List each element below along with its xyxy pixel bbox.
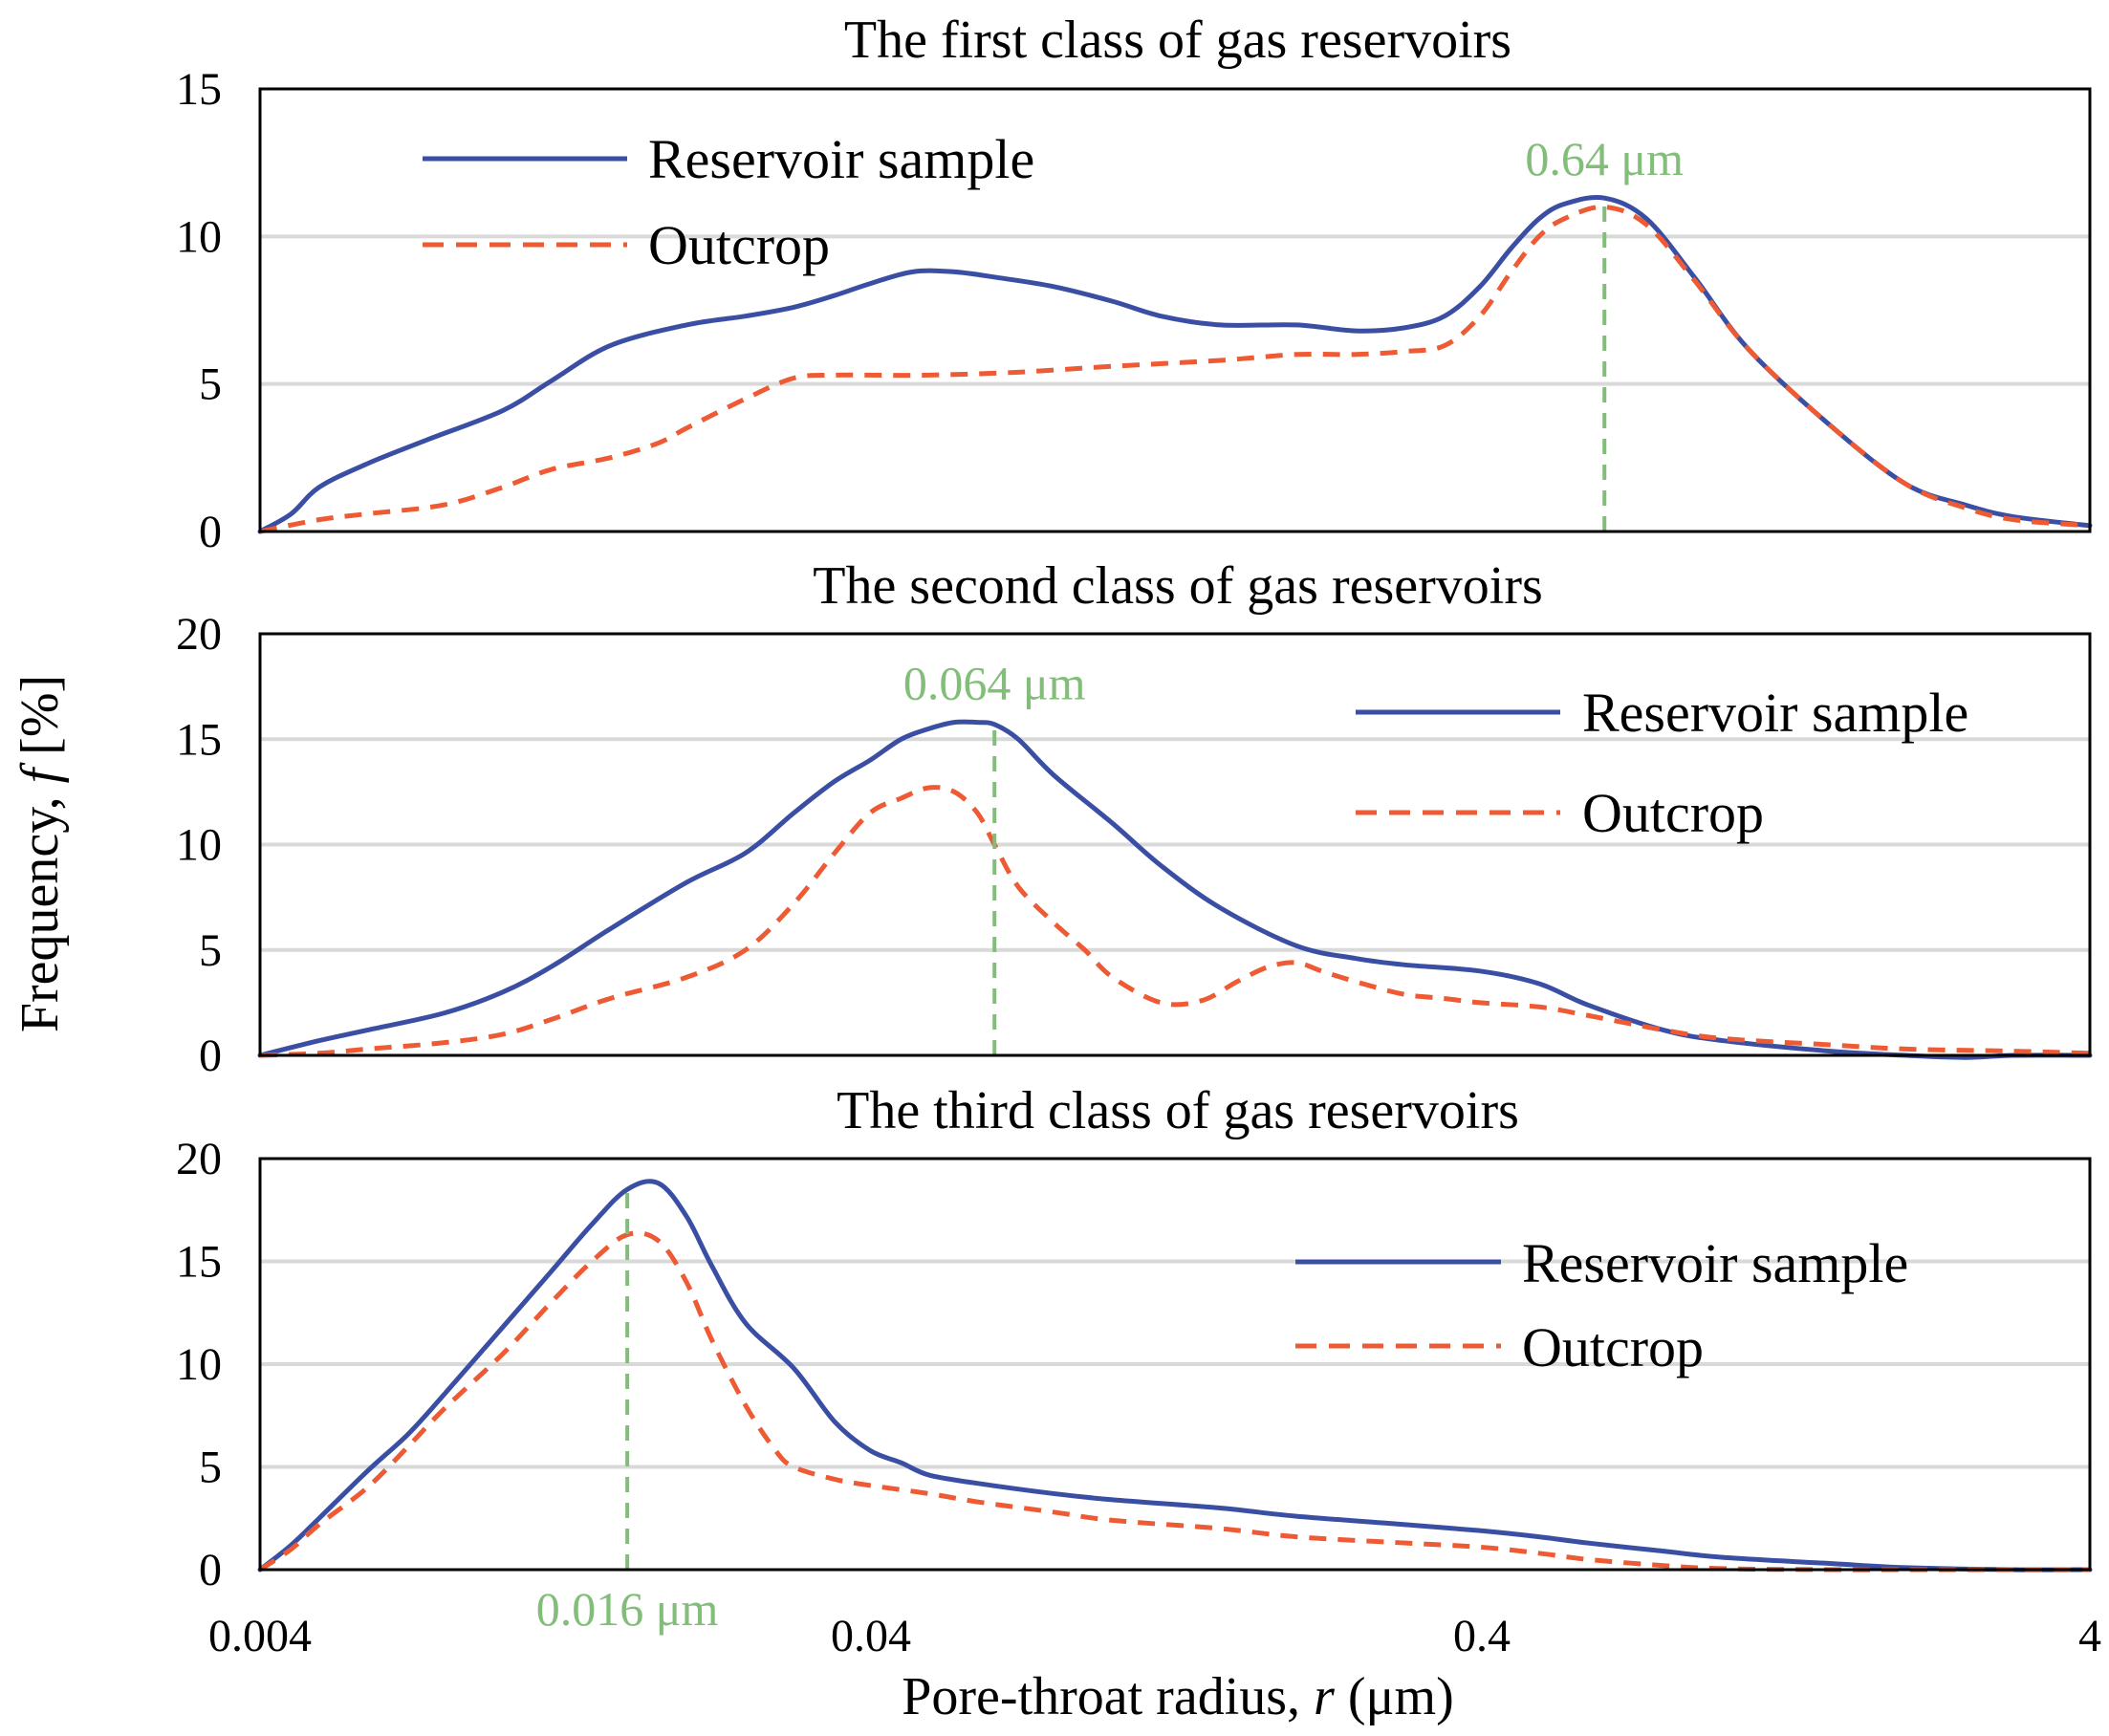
panel-2-plot-frame	[258, 632, 2092, 1057]
y-axis-label-prefix: Frequency,	[11, 783, 70, 1032]
panel-3-legend-reservoir-label: Reservoir sample	[1522, 1232, 1908, 1294]
y-tick-label: 20	[176, 609, 222, 660]
y-tick-label: 15	[176, 64, 222, 115]
outcrop-line	[259, 204, 2091, 534]
panel-2-gridlines	[260, 737, 2090, 952]
panel-3-gridlines	[260, 1259, 2090, 1469]
reservoir-sample-line	[257, 719, 2093, 1060]
reservoir-sample-line	[257, 195, 2093, 534]
panel-2-series	[257, 719, 2093, 1060]
panel-2-legend-outcrop-label: Outcrop	[1582, 782, 1764, 844]
panel-3-legend: Reservoir sample Outcrop	[1295, 1232, 1908, 1378]
panel-2-peak-label: 0.064 μm	[903, 657, 1086, 710]
panel-1-title: The first class of gas reservoirs	[844, 11, 1511, 70]
x-tick-label: 0.004	[208, 1611, 312, 1661]
y-tick-label: 10	[176, 1339, 222, 1390]
x-tick-label: 4	[2078, 1611, 2101, 1661]
panel-1-legend-reservoir-label: Reservoir sample	[648, 128, 1034, 190]
y-tick-label: 0	[199, 1031, 222, 1081]
panel-3-title: The third class of gas reservoirs	[837, 1081, 1519, 1140]
y-tick-label: 15	[176, 714, 222, 765]
panel-3-plot-frame	[258, 1157, 2092, 1572]
y-tick-label: 0	[199, 1545, 222, 1595]
outcrop-line	[258, 1230, 2090, 1573]
panel-3-legend-outcrop-label: Outcrop	[1522, 1316, 1704, 1378]
y-tick-label: 5	[199, 359, 222, 410]
x-axis-label-variable: r	[1314, 1667, 1335, 1726]
y-tick-label: 10	[176, 211, 222, 262]
panel-3-y-ticks: 0 5 10 15 20	[176, 1134, 222, 1595]
panel-1-legend-outcrop-label: Outcrop	[648, 214, 830, 276]
outcrop-line	[259, 785, 2091, 1058]
panel-1-legend: Reservoir sample Outcrop	[423, 128, 1034, 276]
y-tick-label: 10	[176, 820, 222, 871]
panel-1-annotation: 0.64 μm	[1525, 132, 1684, 532]
panel-1-plot-frame	[258, 87, 2092, 533]
panel-1-gridlines	[260, 234, 2090, 386]
y-axis-label: Frequency, f [%]	[11, 675, 70, 1032]
panel-1: The first class of gas reservoirs 0 5 10 15…	[176, 11, 2093, 557]
panel-1-series	[257, 195, 2093, 534]
panel-2-legend-reservoir-label: Reservoir sample	[1582, 682, 1968, 744]
panel-2: The second class of gas reservoirs 0 5 10 1…	[176, 556, 2093, 1081]
x-axis-label-prefix: Pore-throat radius,	[902, 1667, 1314, 1726]
panel-3: The third class of gas reservoirs 0 5 10 15…	[176, 1081, 2093, 1636]
panel-3-peak-label: 0.016 μm	[536, 1582, 719, 1636]
panel-1-peak-label: 0.64 μm	[1525, 132, 1684, 185]
panel-2-legend: Reservoir sample Outcrop	[1356, 682, 1968, 844]
x-tick-label: 0.4	[1453, 1611, 1511, 1661]
panel-3-series	[257, 1179, 2093, 1573]
y-tick-label: 20	[176, 1134, 222, 1184]
panel-2-y-ticks: 0 5 10 15 20	[176, 609, 222, 1081]
x-tick-label: 0.04	[831, 1611, 911, 1661]
y-tick-label: 15	[176, 1237, 222, 1288]
panel-1-y-ticks: 0 5 10 15	[176, 64, 222, 557]
y-tick-label: 5	[199, 1443, 222, 1493]
x-axis-label: Pore-throat radius, r (μm)	[902, 1667, 1453, 1726]
x-axis-ticks: 0.004 0.04 0.4 4	[208, 1611, 2101, 1661]
reservoir-sample-line	[257, 1179, 2093, 1573]
panel-3-annotation: 0.016 μm	[536, 1183, 719, 1636]
panel-2-annotation: 0.064 μm	[903, 657, 1086, 1055]
x-axis-label-unit: (μm)	[1335, 1667, 1454, 1726]
y-tick-label: 0	[199, 507, 222, 557]
panel-2-title: The second class of gas reservoirs	[813, 556, 1543, 616]
y-tick-label: 5	[199, 925, 222, 976]
y-axis-label-unit: [%]	[11, 675, 70, 769]
